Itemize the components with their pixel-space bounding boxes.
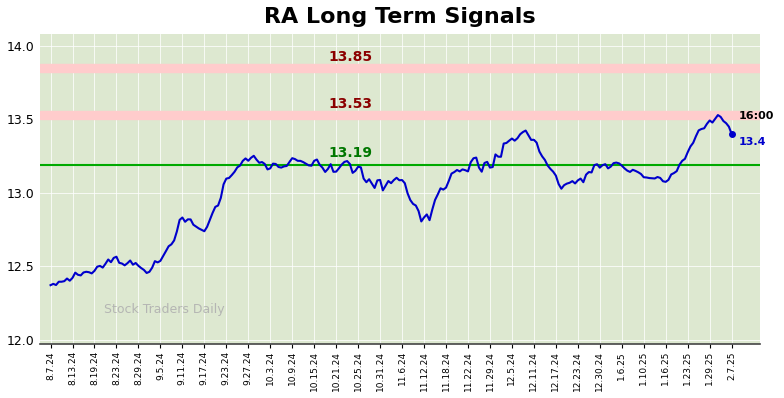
Text: 16:00: 16:00: [739, 111, 774, 121]
Text: 13.4: 13.4: [739, 137, 766, 147]
Text: 13.53: 13.53: [328, 97, 372, 111]
Title: RA Long Term Signals: RA Long Term Signals: [264, 7, 535, 27]
Text: 13.85: 13.85: [328, 49, 372, 64]
Bar: [39, 64, 760, 72]
Text: 13.19: 13.19: [328, 146, 372, 160]
Text: Stock Traders Daily: Stock Traders Daily: [104, 303, 225, 316]
Bar: [39, 111, 760, 119]
